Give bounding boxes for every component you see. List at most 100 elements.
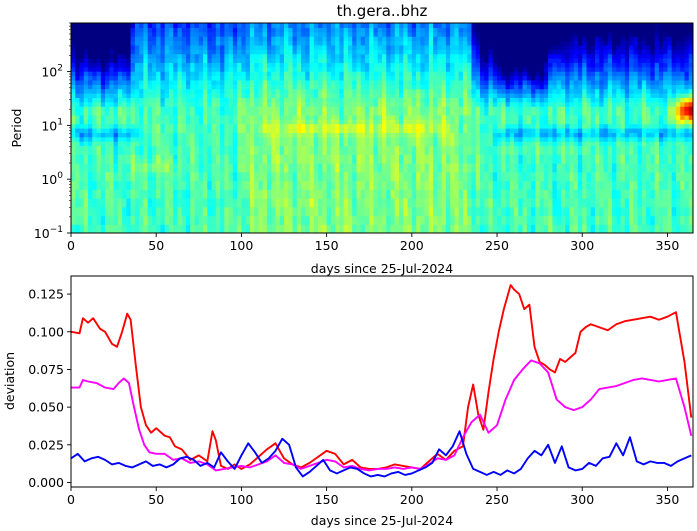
heatmap-cell (228, 123, 234, 129)
heatmap-cell (479, 49, 485, 55)
heatmap-cell (343, 62, 349, 68)
heatmap-cell (105, 145, 110, 151)
heatmap-cell (471, 219, 477, 225)
heatmap-cell (377, 198, 383, 203)
heatmap-cell (505, 101, 511, 107)
heatmap-cell (232, 101, 238, 107)
heatmap-cell (164, 84, 170, 90)
heatmap-cell (424, 79, 430, 85)
heatmap-cell (428, 119, 434, 125)
heatmap-cell (313, 158, 319, 164)
heatmap-cell (382, 97, 387, 103)
heatmap-cell (143, 141, 149, 147)
heatmap-cell (215, 119, 221, 125)
heatmap-cell (245, 93, 251, 98)
heatmap-cell (445, 176, 451, 182)
heatmap-cell (117, 176, 123, 182)
heatmap-cell (224, 123, 230, 129)
heatmap-cell (296, 36, 302, 42)
heatmap-cell (117, 158, 123, 164)
heatmap-cell (164, 128, 170, 133)
heatmap-cell (403, 79, 409, 85)
heatmap-cell (416, 219, 421, 225)
heatmap-cell (399, 114, 404, 120)
heatmap-cell (83, 189, 89, 195)
heatmap-cell (207, 101, 213, 107)
heatmap-cell (75, 132, 81, 138)
heatmap-cell (190, 36, 196, 42)
heatmap-cell (475, 184, 481, 190)
heatmap-cell (305, 154, 311, 160)
heatmap-cell (335, 101, 340, 107)
heatmap-cell (301, 158, 306, 164)
heatmap-cell (437, 23, 443, 28)
heatmap-cell (92, 114, 98, 120)
heatmap-cell (420, 49, 426, 55)
heatmap-cell (492, 128, 498, 133)
heatmap-cell (207, 198, 213, 203)
heatmap-cell (364, 53, 370, 59)
heatmap-cell (296, 198, 302, 203)
heatmap-cell (501, 84, 507, 90)
heatmap-cell (117, 202, 123, 208)
heatmap-cell (386, 88, 392, 94)
heatmap-cell (139, 40, 145, 46)
heatmap-cell (497, 211, 502, 217)
heatmap-cell (437, 93, 443, 98)
heatmap-cell (211, 110, 217, 116)
heatmap-cell (181, 71, 187, 77)
heatmap-cell (360, 114, 366, 120)
heatmap-cell (279, 88, 285, 94)
heatmap-cell (497, 88, 502, 94)
heatmap-cell (75, 184, 81, 190)
heatmap-cell (399, 198, 404, 203)
heatmap-cell (454, 40, 460, 46)
heatmap-cell (373, 215, 379, 221)
heatmap-cell (279, 119, 285, 125)
heatmap-cell (386, 189, 392, 195)
heatmap-cell (386, 110, 392, 116)
heatmap-cell (194, 58, 200, 63)
heatmap-cell (441, 62, 447, 68)
heatmap-cell (275, 27, 281, 33)
heatmap-cell (126, 136, 132, 142)
heatmap-cell (364, 184, 370, 190)
heatmap-cell (445, 71, 451, 77)
heatmap-cell (258, 79, 264, 85)
heatmap-cell (450, 180, 456, 186)
heatmap-cell (266, 62, 272, 68)
heatmap-cell (130, 101, 136, 107)
heatmap-cell (394, 62, 400, 68)
heatmap-cell (322, 215, 328, 221)
heatmap-cell (198, 84, 204, 90)
heatmap-cell (92, 219, 98, 225)
heatmap-cell (433, 228, 438, 233)
heatmap-cell (130, 44, 136, 50)
heatmap-cell (122, 132, 127, 138)
heatmap-cell (147, 23, 153, 28)
heatmap-cell (424, 101, 430, 107)
heatmap-cell (454, 119, 460, 125)
heatmap-cell (279, 44, 285, 50)
heatmap-cell (275, 106, 281, 112)
heatmap-cell (113, 71, 119, 77)
heatmap-cell (437, 219, 443, 225)
heatmap-cell (484, 110, 490, 116)
heatmap-cell (335, 184, 340, 190)
heatmap-cell (198, 145, 204, 151)
heatmap-cell (92, 79, 98, 85)
heatmap-cell (237, 211, 243, 217)
heatmap-cell (139, 31, 145, 37)
heatmap-cell (420, 198, 426, 203)
heatmap-cell (105, 101, 110, 107)
heatmap-cell (228, 215, 234, 221)
heatmap-cell (245, 110, 251, 116)
heatmap-cell (168, 136, 174, 142)
heatmap-cell (450, 189, 456, 195)
heatmap-cell (505, 206, 511, 212)
heatmap-cell (403, 149, 409, 155)
heatmap-cell (416, 75, 421, 81)
heatmap-cell (262, 206, 268, 212)
heatmap-cell (335, 40, 340, 46)
heatmap-cell (356, 158, 362, 164)
